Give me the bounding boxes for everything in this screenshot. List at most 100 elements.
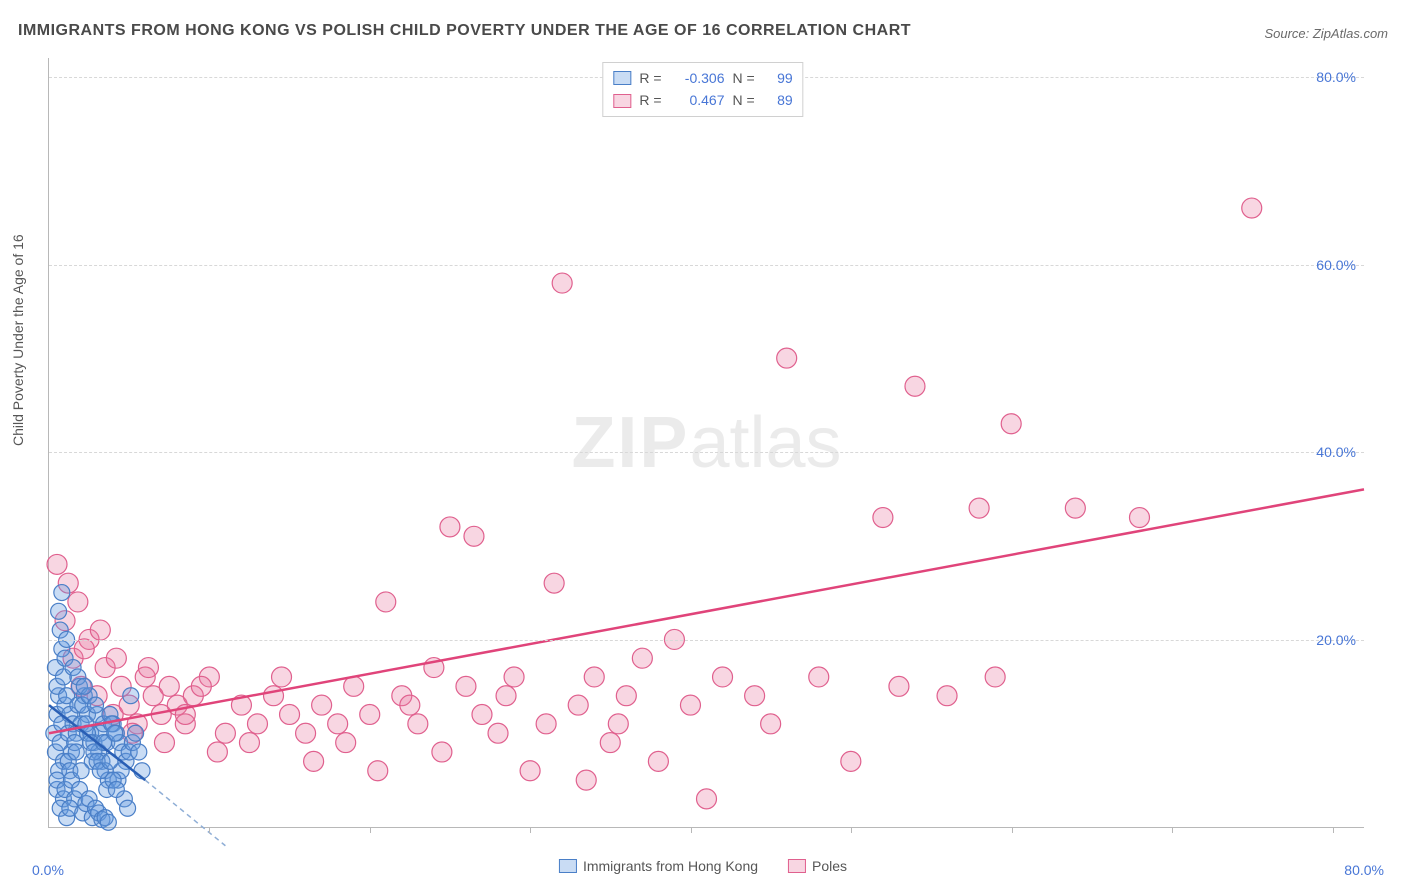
scatter-point-pink <box>697 789 717 809</box>
scatter-point-pink <box>1065 498 1085 518</box>
x-tick <box>209 827 210 833</box>
scatter-point-pink <box>408 714 428 734</box>
scatter-point-blue <box>76 678 92 694</box>
x-tick <box>1333 827 1334 833</box>
scatter-point-pink <box>154 733 174 753</box>
scatter-point-pink <box>1242 198 1262 218</box>
scatter-point-pink <box>841 751 861 771</box>
scatter-point-blue <box>120 800 136 816</box>
legend-item-pink: Poles <box>788 858 847 874</box>
scatter-point-pink <box>552 273 572 293</box>
scatter-point-pink <box>328 714 348 734</box>
scatter-point-pink <box>207 742 227 762</box>
swatch-pink-icon <box>788 859 806 873</box>
scatter-point-pink <box>809 667 829 687</box>
x-tick <box>1012 827 1013 833</box>
x-tick <box>370 827 371 833</box>
scatter-point-pink <box>1129 508 1149 528</box>
gridline <box>49 265 1364 266</box>
swatch-blue-icon <box>559 859 577 873</box>
scatter-point-pink <box>937 686 957 706</box>
scatter-point-blue <box>54 585 70 601</box>
n-value-blue: 99 <box>763 67 793 89</box>
x-tick <box>851 827 852 833</box>
legend-item-blue: Immigrants from Hong Kong <box>559 858 758 874</box>
scatter-point-pink <box>969 498 989 518</box>
swatch-blue-icon <box>613 71 631 85</box>
chart-title: IMMIGRANTS FROM HONG KONG VS POLISH CHIL… <box>18 22 911 40</box>
scatter-point-pink <box>873 508 893 528</box>
scatter-point-pink <box>247 714 267 734</box>
scatter-point-blue <box>51 603 67 619</box>
scatter-point-pink <box>191 676 211 696</box>
scatter-point-pink <box>106 648 126 668</box>
gridline <box>49 640 1364 641</box>
scatter-point-pink <box>745 686 765 706</box>
y-tick-label: 80.0% <box>1316 69 1356 85</box>
scatter-point-pink <box>761 714 781 734</box>
scatter-point-pink <box>889 676 909 696</box>
chart-root: IMMIGRANTS FROM HONG KONG VS POLISH CHIL… <box>0 0 1406 892</box>
scatter-point-pink <box>336 733 356 753</box>
scatter-point-pink <box>400 695 420 715</box>
scatter-point-pink <box>568 695 588 715</box>
scatter-point-pink <box>536 714 556 734</box>
scatter-point-pink <box>488 723 508 743</box>
scatter-point-pink <box>296 723 316 743</box>
scatter-point-pink <box>608 714 628 734</box>
swatch-pink-icon <box>613 94 631 108</box>
x-tick <box>1172 827 1173 833</box>
scatter-point-pink <box>905 376 925 396</box>
scatter-point-pink <box>464 526 484 546</box>
scatter-point-pink <box>344 676 364 696</box>
scatter-point-blue <box>131 744 147 760</box>
y-tick-label: 40.0% <box>1316 444 1356 460</box>
scatter-point-pink <box>280 704 300 724</box>
scatter-point-pink <box>264 686 284 706</box>
scatter-point-pink <box>376 592 396 612</box>
scatter-point-blue <box>123 688 139 704</box>
x-tick <box>530 827 531 833</box>
scatter-point-pink <box>239 733 259 753</box>
scatter-point-pink <box>138 658 158 678</box>
scatter-point-pink <box>600 733 620 753</box>
scatter-point-pink <box>472 704 492 724</box>
r-value-pink: 0.467 <box>670 89 725 111</box>
n-value-pink: 89 <box>763 89 793 111</box>
gridline <box>49 452 1364 453</box>
scatter-point-pink <box>985 667 1005 687</box>
scatter-point-pink <box>74 639 94 659</box>
scatter-point-pink <box>456 676 476 696</box>
scatter-point-pink <box>68 592 88 612</box>
scatter-point-pink <box>215 723 235 743</box>
y-tick-label: 60.0% <box>1316 257 1356 273</box>
scatter-point-blue <box>108 781 124 797</box>
scatter-point-pink <box>648 751 668 771</box>
scatter-point-pink <box>584 667 604 687</box>
scatter-point-blue <box>128 725 144 741</box>
x-origin-label: 0.0% <box>32 862 64 878</box>
scatter-point-pink <box>616 686 636 706</box>
x-tick <box>691 827 692 833</box>
scatter-point-pink <box>1001 414 1021 434</box>
y-tick-label: 20.0% <box>1316 632 1356 648</box>
scatter-point-pink <box>680 695 700 715</box>
scatter-point-blue <box>68 744 84 760</box>
scatter-point-blue <box>73 763 89 779</box>
scatter-point-pink <box>713 667 733 687</box>
scatter-point-pink <box>272 667 292 687</box>
scatter-point-pink <box>632 648 652 668</box>
legend-label-pink: Poles <box>812 858 847 874</box>
y-axis-label: Child Poverty Under the Age of 16 <box>10 234 26 446</box>
plot-area: ZIPatlas 20.0%40.0%60.0%80.0% <box>48 58 1364 828</box>
scatter-point-pink <box>304 751 324 771</box>
scatter-point-pink <box>47 554 67 574</box>
legend-label-blue: Immigrants from Hong Kong <box>583 858 758 874</box>
trend-line-pink <box>49 489 1364 733</box>
legend-correlation: R = -0.306 N = 99 R = 0.467 N = 89 <box>602 62 803 117</box>
source-label: Source: ZipAtlas.com <box>1264 26 1388 41</box>
scatter-point-pink <box>312 695 332 715</box>
scatter-point-pink <box>576 770 596 790</box>
scatter-point-pink <box>440 517 460 537</box>
legend-row-blue: R = -0.306 N = 99 <box>613 67 792 89</box>
